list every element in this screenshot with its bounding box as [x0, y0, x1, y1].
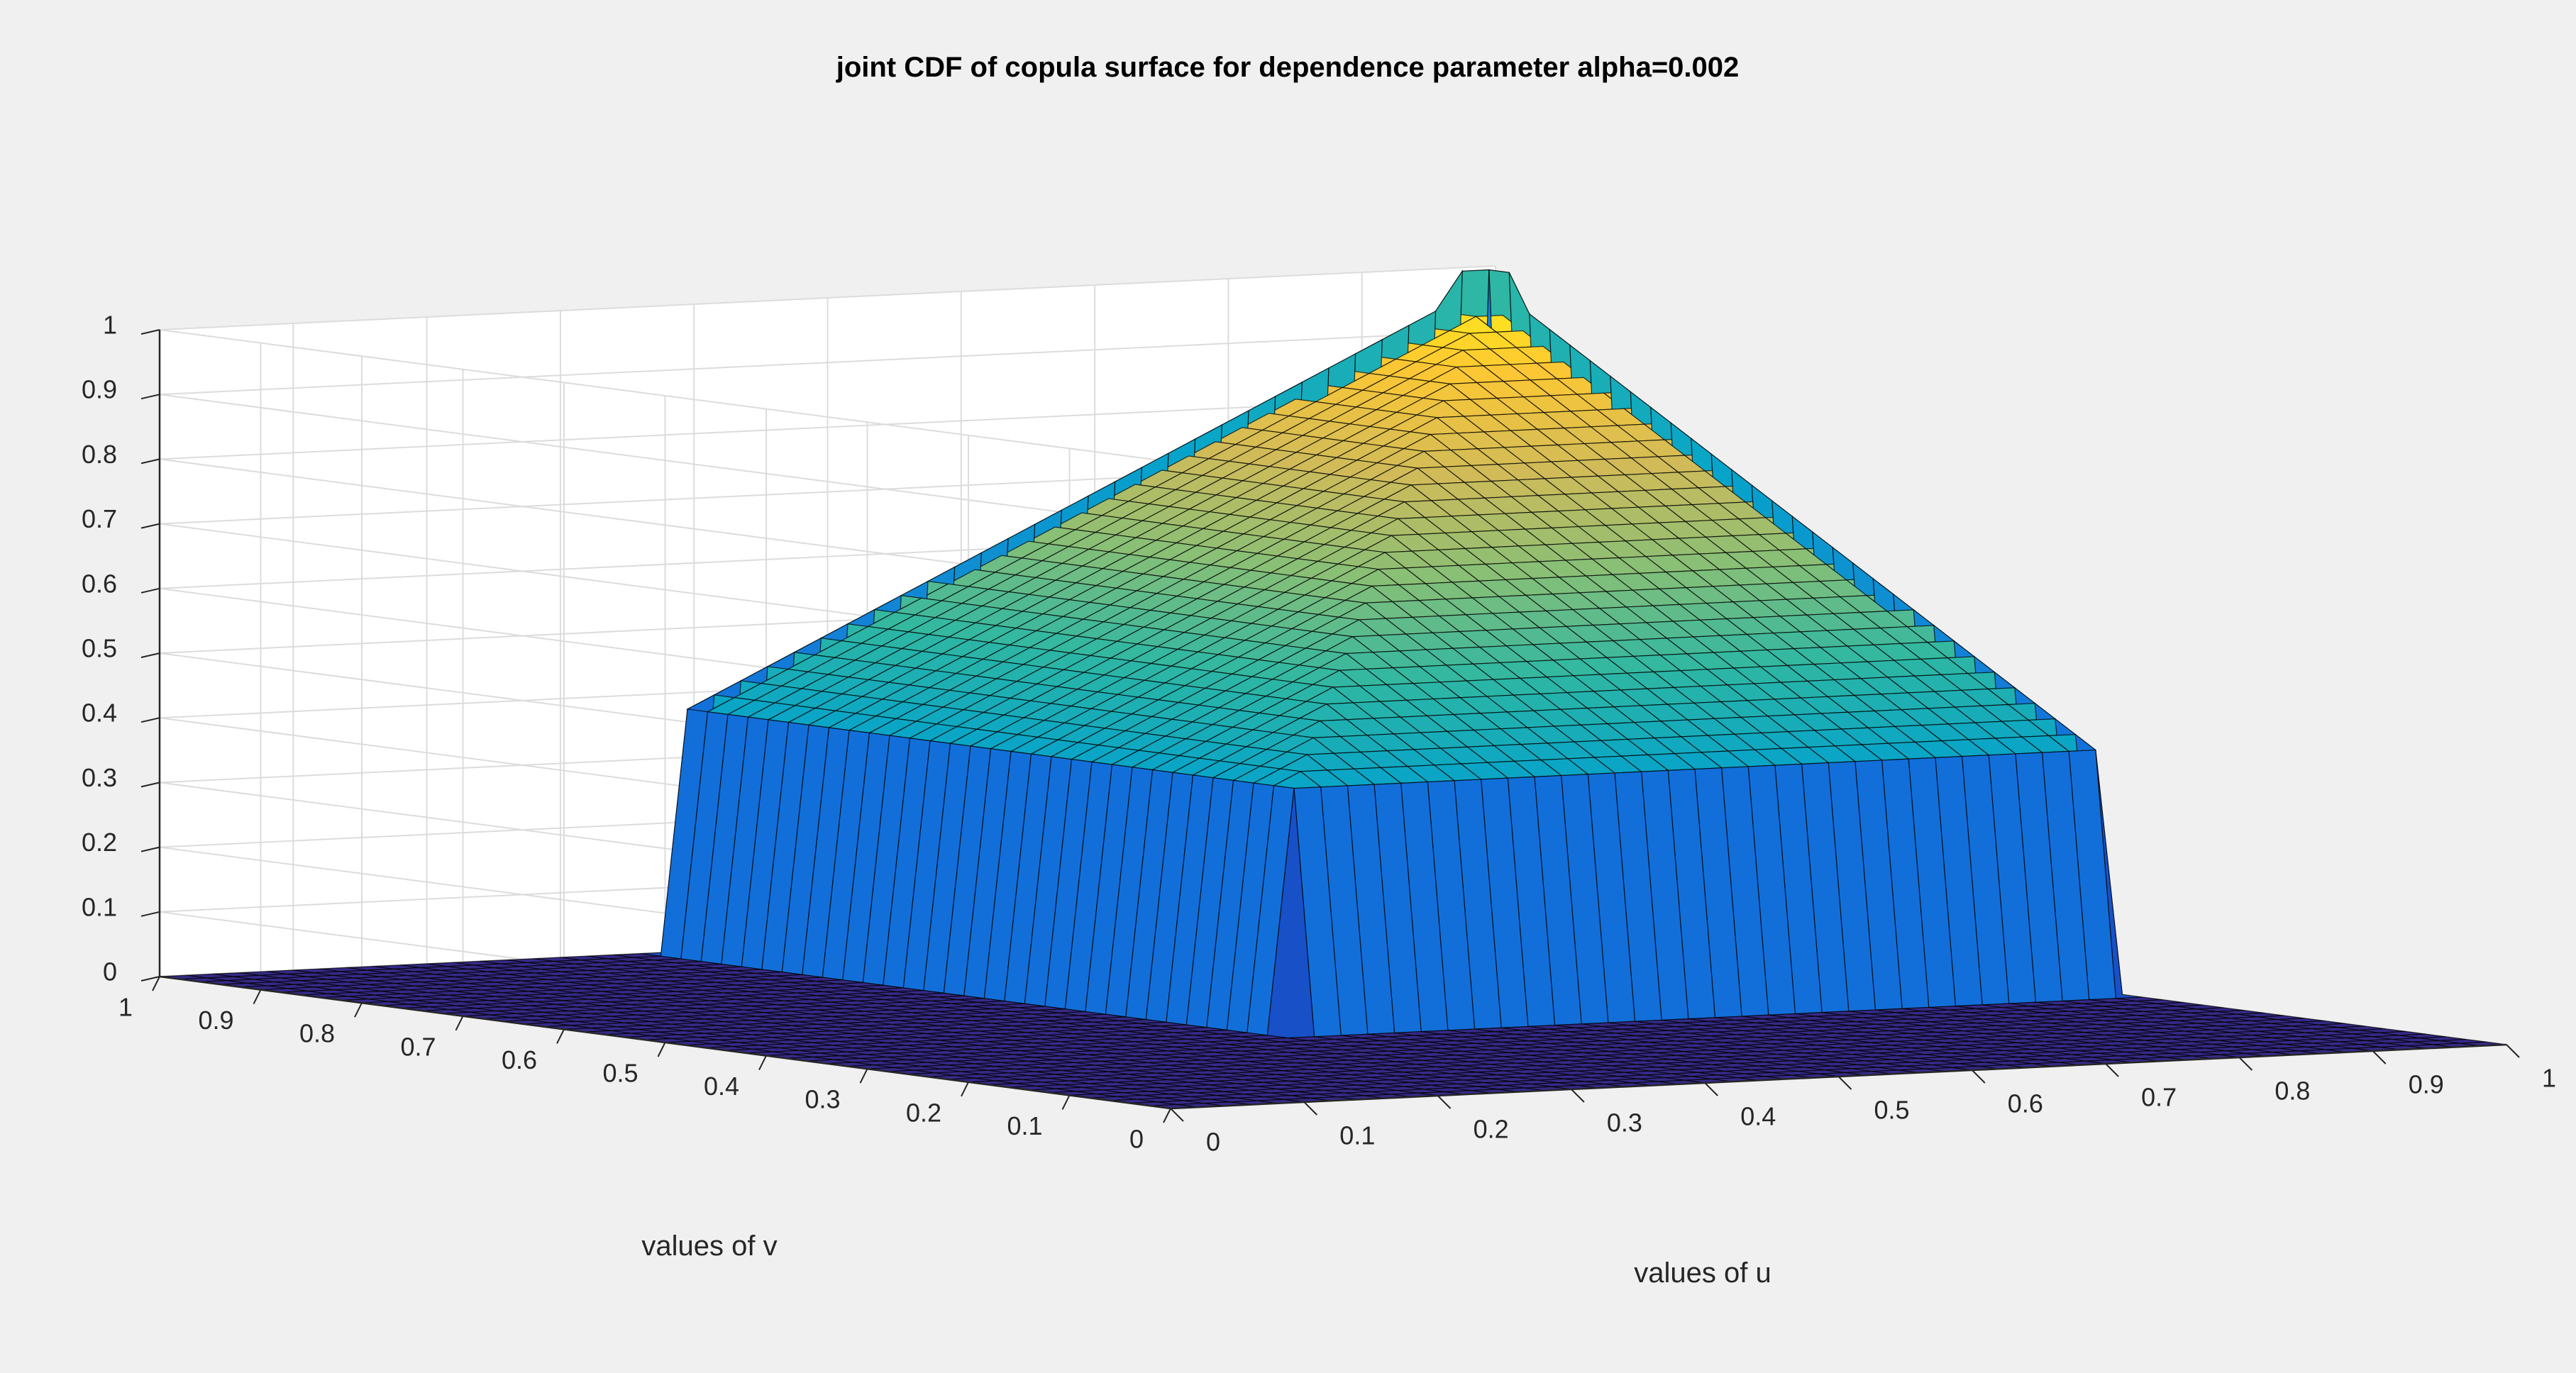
u-tick	[1704, 1082, 1718, 1096]
v-tick-label: 0.3	[805, 1085, 840, 1114]
u-tick	[2105, 1063, 2119, 1077]
u-tick	[1170, 1108, 1184, 1122]
u-tick	[1303, 1101, 1318, 1116]
u-tick-label: 0.3	[1607, 1108, 1642, 1138]
u-tick	[2238, 1057, 2253, 1071]
u-tick-label: 0.7	[2141, 1083, 2177, 1112]
z-tick	[140, 717, 160, 723]
axes	[140, 329, 2520, 1123]
u-tick	[2372, 1050, 2387, 1065]
v-tick	[758, 1055, 767, 1071]
v-tick-label: 0	[1129, 1125, 1144, 1154]
v-tick-label: 0.5	[602, 1059, 638, 1088]
z-tick-label: 0	[103, 957, 117, 986]
surface-plot	[159, 269, 2507, 1109]
v-tick	[859, 1068, 868, 1084]
z-tick	[140, 782, 160, 788]
z-tick-label: 0.5	[82, 634, 117, 663]
chart-title: joint CDF of copula surface for dependen…	[836, 52, 1740, 83]
u-tick-label: 0	[1206, 1128, 1220, 1157]
z-tick-label: 0.1	[82, 892, 117, 921]
v-tick-label: 0.4	[704, 1072, 739, 1101]
v-tick	[961, 1082, 969, 1097]
z-tick-label: 0.9	[82, 375, 117, 404]
v-tick	[1061, 1094, 1071, 1110]
u-tick	[1571, 1089, 1585, 1103]
z-tick	[140, 329, 160, 335]
u-tick-label: 0.6	[2008, 1089, 2043, 1118]
z-tick	[140, 458, 160, 465]
u-tick	[2506, 1044, 2520, 1058]
u-tick-label: 0.1	[1339, 1121, 1375, 1150]
v-tick-label: 0.1	[1007, 1111, 1042, 1140]
z-tick	[140, 976, 160, 982]
u-tick-label: 0.9	[2409, 1070, 2444, 1099]
z-tick	[140, 587, 160, 594]
v-tick-label: 1	[118, 993, 133, 1022]
v-tick	[354, 1002, 363, 1018]
z-tick-label: 0.4	[82, 699, 117, 728]
v-tick	[657, 1042, 666, 1057]
z-tick	[140, 652, 160, 658]
v-tick	[152, 976, 160, 991]
z-tick-label: 0.8	[82, 440, 117, 469]
v-tick-label: 0.6	[502, 1045, 537, 1074]
z-tick-label: 0.2	[82, 828, 117, 857]
u-tick-label: 0.5	[1874, 1096, 1910, 1125]
y-axis-label: values of v	[641, 1230, 777, 1262]
z-tick-label: 0.6	[82, 569, 117, 598]
tick-labels: 00.10.20.30.40.50.60.70.80.9100.10.20.30…	[82, 311, 2556, 1157]
z-tick	[140, 394, 160, 400]
u-tick-label: 0.2	[1474, 1115, 1509, 1144]
z-tick	[140, 911, 160, 917]
v-tick-label: 0.7	[400, 1032, 436, 1061]
u-tick	[1437, 1095, 1452, 1109]
u-tick	[1837, 1076, 1852, 1090]
v-tick	[253, 989, 262, 1005]
x-axis-label: values of u	[1634, 1257, 1771, 1289]
v-tick	[556, 1028, 565, 1044]
v-tick-label: 0.8	[299, 1019, 335, 1048]
v-tick-label: 0.9	[198, 1006, 233, 1035]
z-tick-label: 0.7	[82, 504, 117, 533]
u-tick	[1972, 1069, 1986, 1084]
v-tick-label: 0.2	[906, 1098, 941, 1127]
z-tick	[140, 523, 160, 529]
z-tick-label: 0.3	[82, 763, 117, 792]
u-tick-label: 0.8	[2274, 1077, 2310, 1106]
v-tick	[1163, 1108, 1171, 1123]
u-tick-label: 1	[2542, 1064, 2556, 1093]
u-tick-label: 0.4	[1740, 1102, 1776, 1131]
z-tick	[140, 846, 160, 852]
z-tick-label: 1	[103, 311, 117, 340]
v-tick	[455, 1016, 464, 1031]
